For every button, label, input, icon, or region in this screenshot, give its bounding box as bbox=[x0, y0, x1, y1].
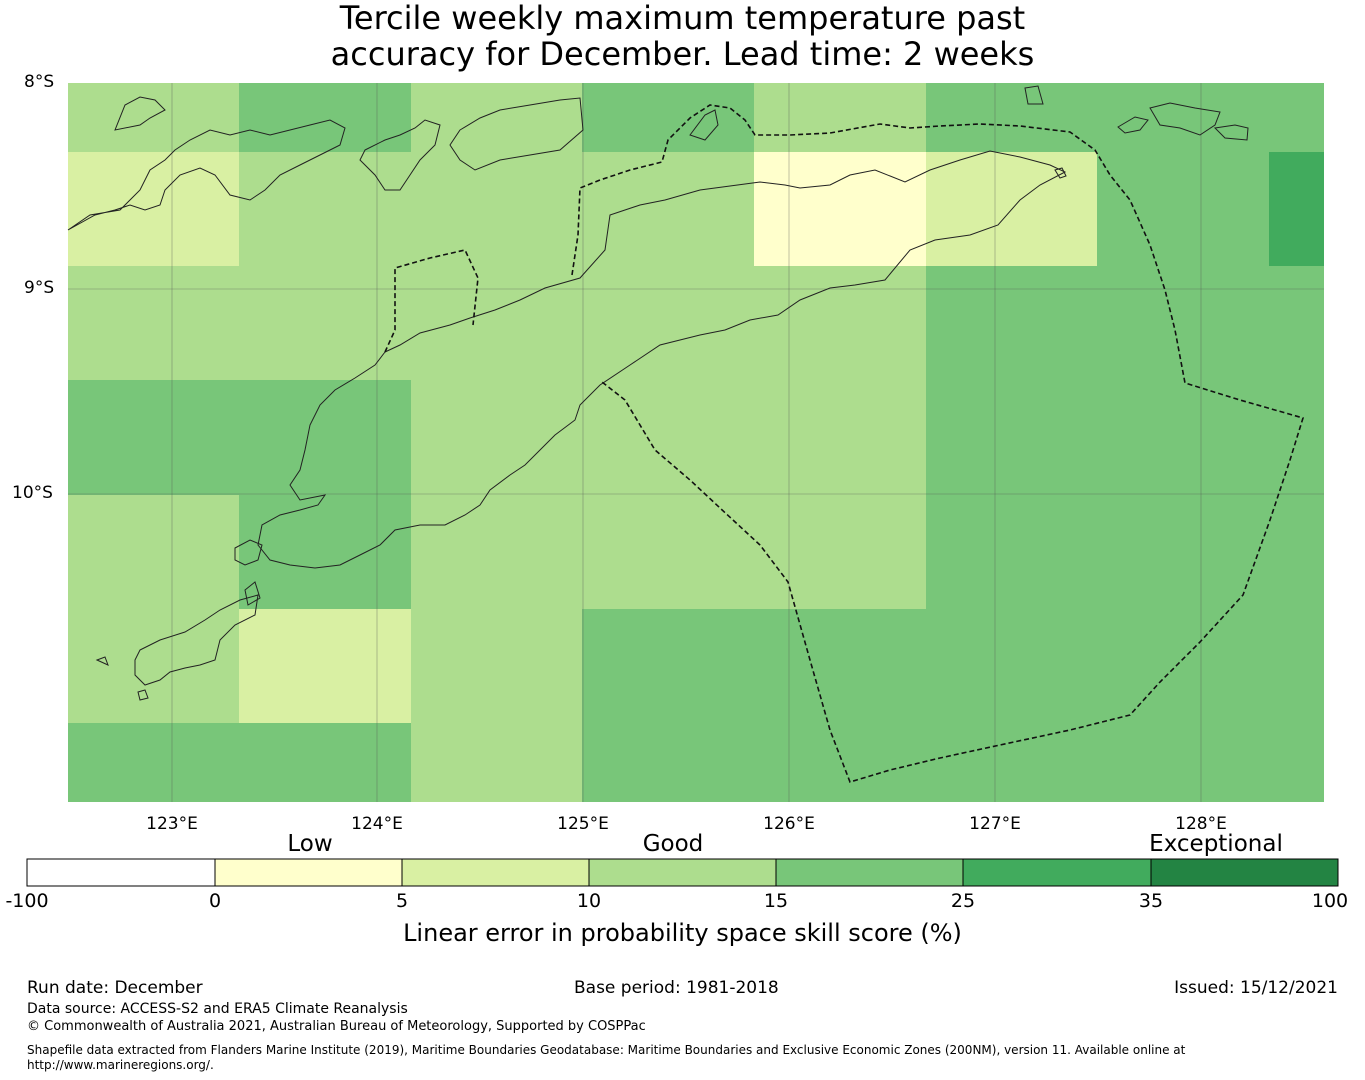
lon-label-123e: 123°E bbox=[146, 814, 198, 834]
colorbar-segment-5 bbox=[776, 859, 963, 886]
colorbar-segment-4 bbox=[589, 859, 776, 886]
colorbar-tick: 15 bbox=[763, 890, 789, 912]
lat-label-9s: 9°S bbox=[24, 278, 55, 298]
lon-label-124e: 124°E bbox=[351, 814, 403, 834]
colorbar-tick: 100 bbox=[1311, 890, 1349, 912]
colorbar-tick: 25 bbox=[950, 890, 976, 912]
colorbar bbox=[26, 858, 1339, 887]
shapefile-credit-line-2: http://www.marineregions.org/. bbox=[27, 1058, 214, 1072]
colorbar-tick: 0 bbox=[208, 890, 222, 912]
colorbar-tick: 35 bbox=[1138, 890, 1164, 912]
run-date: Run date: December bbox=[27, 978, 203, 998]
lon-label-128e: 128°E bbox=[1175, 814, 1227, 834]
data-source: Data source: ACCESS-S2 and ERA5 Climate … bbox=[27, 1001, 408, 1017]
category-label-good: Good bbox=[642, 831, 704, 857]
lat-label-8s: 8°S bbox=[24, 72, 55, 92]
lon-label-125e: 125°E bbox=[557, 814, 609, 834]
eez-boundaries bbox=[384, 104, 1305, 783]
coastlines bbox=[67, 85, 1249, 701]
map-title-line-1: Tercile weekly maximum temperature past bbox=[339, 0, 1026, 37]
lon-label-127e: 127°E bbox=[969, 814, 1021, 834]
colorbar-segment-7 bbox=[1151, 859, 1338, 886]
colorbar-tick: 5 bbox=[395, 890, 409, 912]
base-period: Base period: 1981-2018 bbox=[574, 978, 779, 998]
skill-grid bbox=[68, 83, 1324, 802]
map-gridlines bbox=[68, 83, 1324, 802]
colorbar-segment-2 bbox=[215, 859, 402, 886]
colorbar-segment-6 bbox=[963, 859, 1151, 886]
category-label-low: Low bbox=[287, 831, 333, 857]
shapefile-credit-line-1: Shapefile data extracted from Flanders M… bbox=[27, 1043, 1186, 1057]
category-label-exceptional: Exceptional bbox=[1149, 831, 1283, 857]
map-title-line-2: accuracy for December. Lead time: 2 week… bbox=[330, 35, 1035, 73]
colorbar-tick: -100 bbox=[5, 890, 49, 912]
lat-label-10s: 10°S bbox=[12, 483, 53, 503]
colorbar-segment-3 bbox=[402, 859, 589, 886]
colorbar-tick: 10 bbox=[576, 890, 602, 912]
issued-date: Issued: 15/12/2021 bbox=[1174, 978, 1338, 998]
lon-label-126e: 126°E bbox=[763, 814, 815, 834]
copyright-notice: © Commonwealth of Australia 2021, Austra… bbox=[27, 1019, 646, 1034]
colorbar-title: Linear error in probability space skill … bbox=[403, 919, 962, 947]
colorbar-segment-1 bbox=[27, 859, 215, 886]
